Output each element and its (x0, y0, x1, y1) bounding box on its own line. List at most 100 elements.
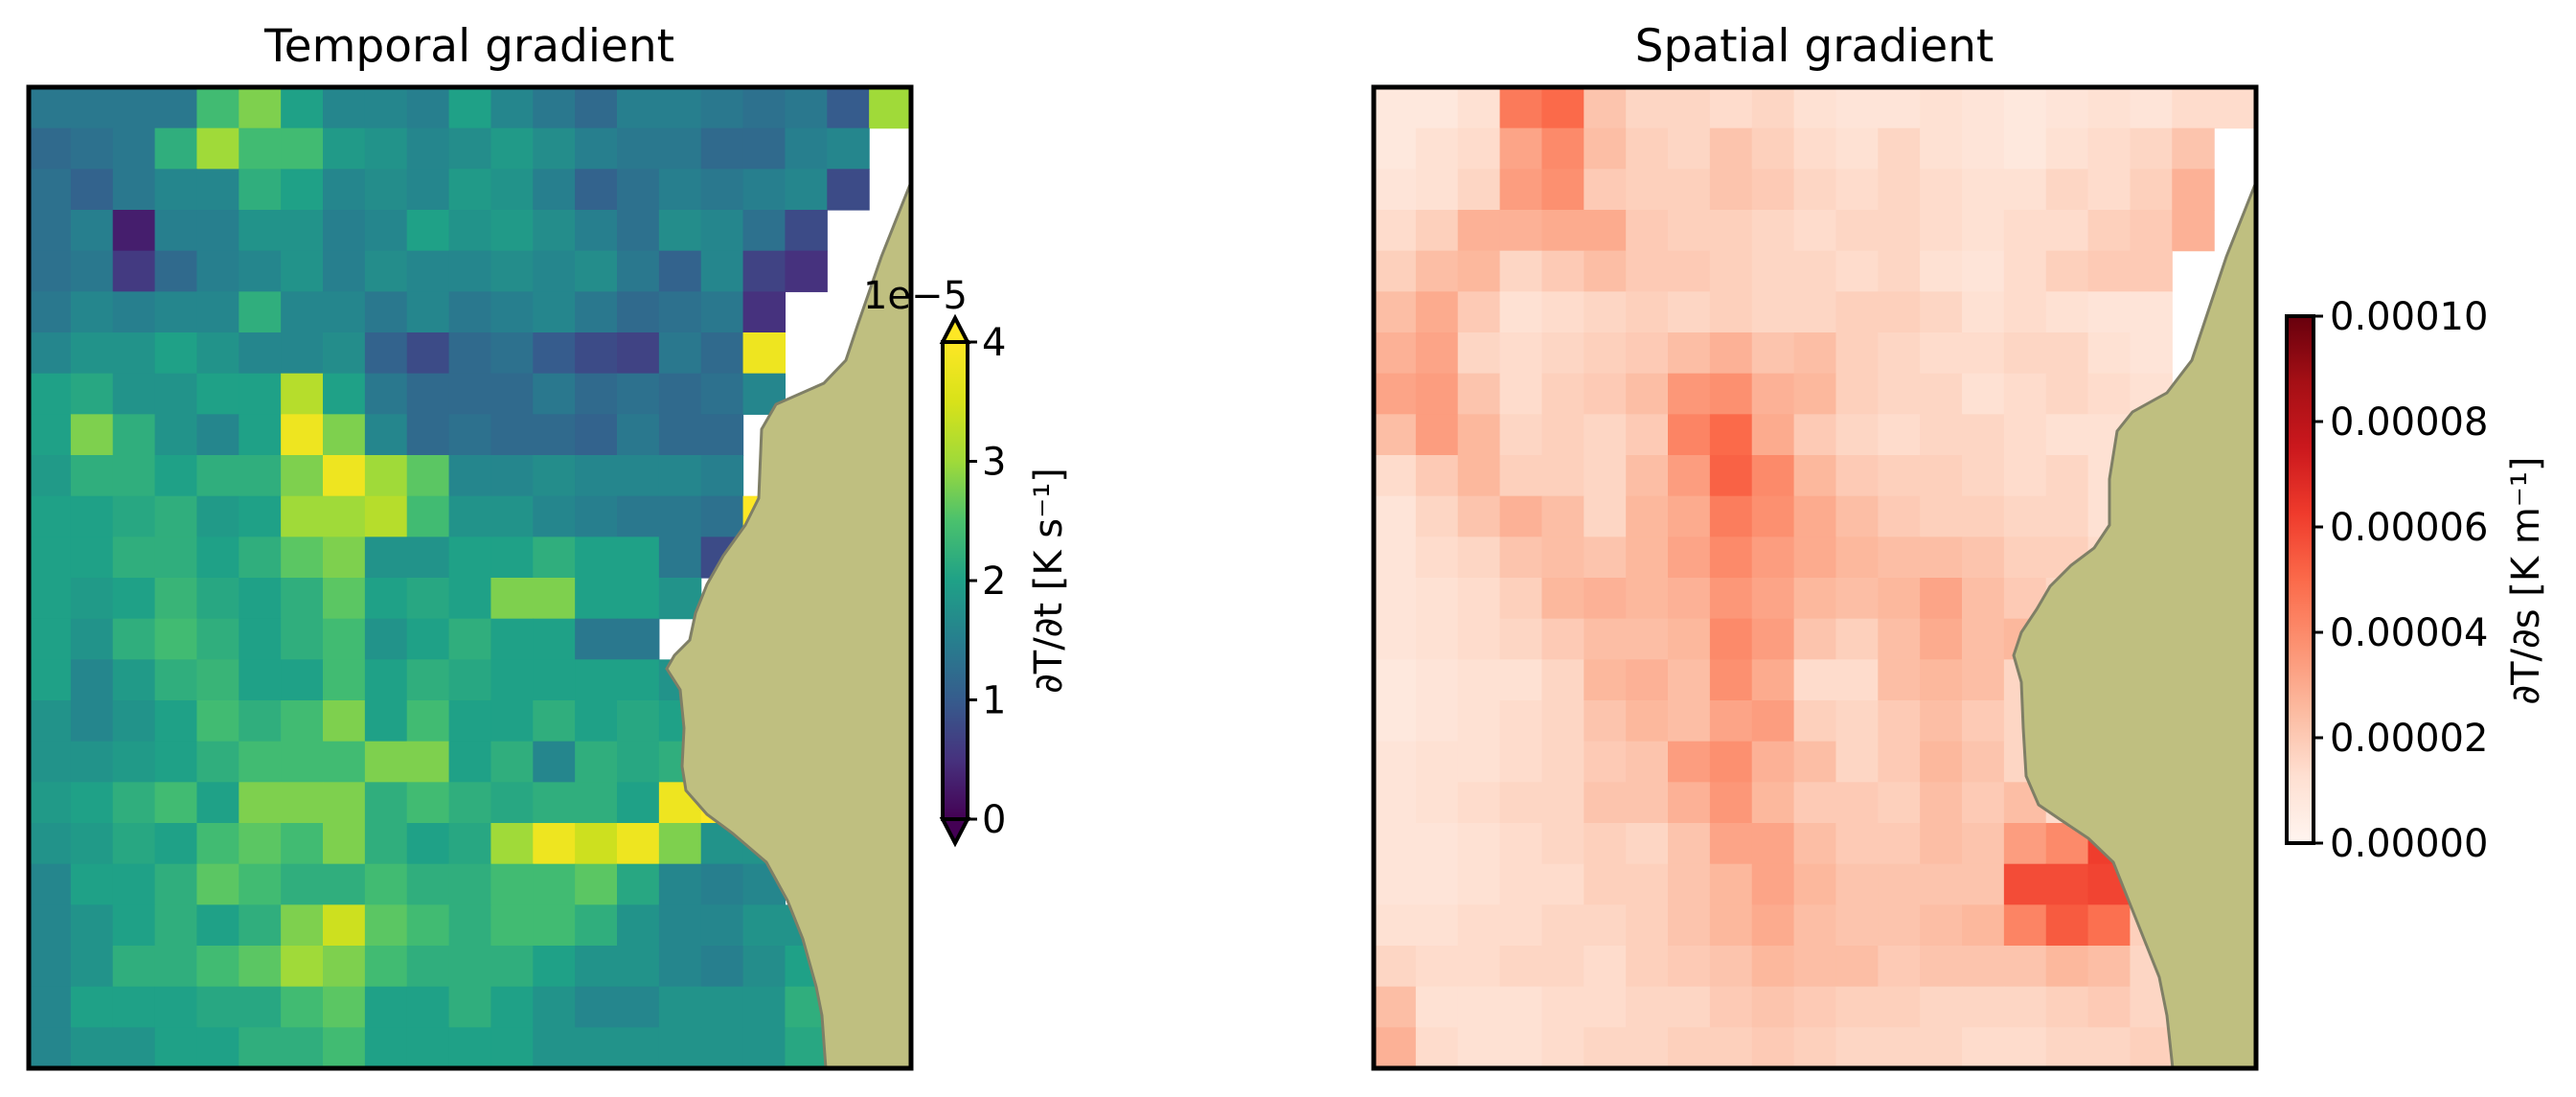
heatmap-cell (448, 782, 492, 824)
heatmap-cell (490, 659, 534, 701)
heatmap-cell (154, 782, 198, 824)
heatmap-cell (1626, 578, 1669, 620)
heatmap-cell (70, 169, 114, 211)
heatmap-cell (406, 1027, 450, 1069)
heatmap-cell (112, 1027, 156, 1069)
heatmap-cell (1962, 741, 2005, 783)
heatmap-cell (196, 946, 239, 988)
heatmap-cell (1499, 291, 1543, 333)
heatmap-cell (448, 332, 492, 375)
heatmap-cell (1626, 946, 1669, 988)
heatmap-cell (281, 700, 324, 743)
heatmap-cell (742, 1027, 786, 1069)
heatmap-cell (742, 127, 786, 170)
heatmap-cell (575, 291, 618, 333)
heatmap-cell (239, 946, 282, 988)
heatmap-cell (1499, 495, 1543, 537)
heatmap-cell (533, 127, 576, 170)
temporal-colorbar-ticks: 0 1 2 3 4 (968, 321, 1006, 842)
heatmap-cell (70, 373, 114, 415)
heatmap-cell (154, 127, 198, 170)
heatmap-cell (1751, 291, 1795, 333)
heatmap-cell (1920, 946, 1963, 988)
heatmap-cell (1584, 986, 1627, 1028)
heatmap-cell (323, 127, 366, 170)
heatmap-cell (2045, 414, 2089, 456)
heatmap-cell (785, 87, 828, 129)
heatmap-cell (533, 495, 576, 537)
heatmap-cell (1878, 169, 1921, 211)
heatmap-cell (70, 578, 114, 620)
heatmap-cell (1709, 782, 1753, 824)
heatmap-cell (1626, 210, 1669, 252)
heatmap-cell (29, 169, 72, 211)
heatmap-cell (406, 537, 450, 579)
heatmap-cell (1962, 946, 2005, 988)
heatmap-cell (575, 250, 618, 292)
heatmap-cell (1668, 700, 1711, 743)
heatmap-cell (112, 127, 156, 170)
heatmap-cell (1962, 823, 2005, 865)
heatmap-cell (1668, 414, 1711, 456)
heatmap-cell (2214, 87, 2257, 129)
heatmap-cell (490, 578, 534, 620)
heatmap-cell (490, 618, 534, 660)
heatmap-cell (1584, 700, 1627, 743)
heatmap-cell (1584, 537, 1627, 579)
heatmap-cell (869, 87, 912, 129)
heatmap-cell (742, 169, 786, 211)
heatmap-cell (2087, 291, 2131, 333)
heatmap-cell (1584, 127, 1627, 170)
temporal-colorbar-bar (941, 340, 969, 821)
heatmap-cell (1374, 373, 1417, 415)
heatmap-cell (29, 659, 72, 701)
heatmap-cell (1962, 700, 2005, 743)
heatmap-cell (448, 537, 492, 579)
heatmap-cell (490, 127, 534, 170)
heatmap-cell (1668, 946, 1711, 988)
heatmap-cell (490, 250, 534, 292)
heatmap-cell (1835, 946, 1879, 988)
heatmap-cell (1709, 87, 1753, 129)
heatmap-cell (700, 87, 744, 129)
heatmap-cell (406, 332, 450, 375)
heatmap-cell (1835, 291, 1879, 333)
heatmap-cell (406, 986, 450, 1028)
heatmap-cell (448, 87, 492, 129)
heatmap-cell (239, 373, 282, 415)
heatmap-cell (29, 250, 72, 292)
heatmap-cell (1920, 87, 1963, 129)
heatmap-cell (1499, 782, 1543, 824)
heatmap-cell (533, 986, 576, 1028)
heatmap-cell (1751, 455, 1795, 497)
heatmap-cell (1878, 537, 1921, 579)
colorbar-extend-bottom-arrow (939, 817, 971, 848)
heatmap-cell (2045, 863, 2089, 905)
heatmap-cell (1499, 618, 1543, 660)
heatmap-cell (323, 537, 366, 579)
heatmap-cell (239, 863, 282, 905)
heatmap-cell (2003, 986, 2047, 1028)
heatmap-cell (658, 1027, 702, 1069)
heatmap-cell (1374, 87, 1417, 129)
heatmap-cell (1962, 618, 2005, 660)
heatmap-cell (1668, 373, 1711, 415)
heatmap-cell (1541, 700, 1584, 743)
heatmap-cell (617, 700, 660, 743)
heatmap-cell (490, 169, 534, 211)
heatmap-cell (1457, 455, 1501, 497)
heatmap-cell (1457, 537, 1501, 579)
heatmap-cell (281, 659, 324, 701)
heatmap-cell (2130, 169, 2173, 211)
heatmap-cell (1374, 250, 1417, 292)
heatmap-cell (196, 455, 239, 497)
heatmap-cell (323, 578, 366, 620)
temporal-gradient-panel: Temporal gradient (26, 20, 914, 1071)
heatmap-cell (1751, 169, 1795, 211)
heatmap-cell (154, 455, 198, 497)
heatmap-cell (364, 495, 408, 537)
heatmap-cell (364, 618, 408, 660)
heatmap-cell (533, 578, 576, 620)
heatmap-cell (196, 495, 239, 537)
heatmap-cell (29, 946, 72, 988)
